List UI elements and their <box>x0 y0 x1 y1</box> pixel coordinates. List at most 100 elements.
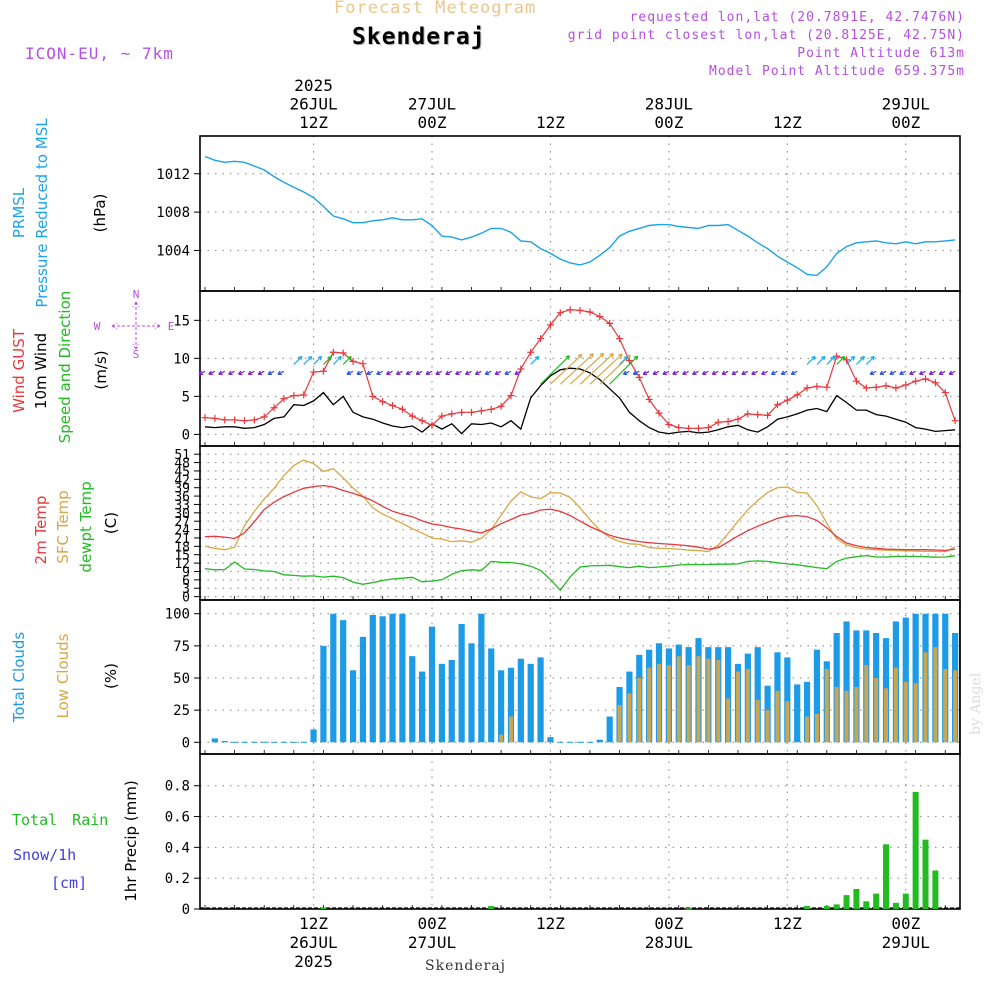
wind-direction-arrowhead <box>366 370 371 376</box>
compass-east: E <box>168 320 175 333</box>
total-clouds-bar <box>399 613 406 743</box>
compass-west: W <box>94 320 101 333</box>
wind-direction-arrowhead <box>337 355 342 361</box>
wind-gust-point <box>931 379 939 387</box>
wind-direction-arrowhead <box>474 370 480 376</box>
wind-direction-arrowhead <box>386 370 391 376</box>
wind-gust-point <box>744 410 752 418</box>
wind-direction-arrow <box>865 356 875 365</box>
wind-direction-arrowhead <box>317 355 323 361</box>
total-clouds-bar <box>912 613 919 743</box>
y-tick-label: 21 <box>174 532 190 547</box>
low-clouds-bar <box>696 656 701 743</box>
wind-gust-point <box>665 421 673 429</box>
panel-1 <box>194 135 961 292</box>
total-clouds-bar <box>389 613 396 743</box>
wind-gust-point <box>507 392 515 400</box>
wind-gust-point <box>606 319 614 327</box>
wind-direction-arrowhead <box>228 370 233 376</box>
wind-gust-point <box>566 306 574 314</box>
wind-direction-arrowhead <box>504 370 509 376</box>
time-axis-label-top: 12Z <box>299 113 328 132</box>
rain-bar <box>804 905 811 909</box>
low-clouds-bar <box>637 678 642 743</box>
time-axis-label-bottom: 00Z <box>418 914 447 933</box>
wind-gust-point <box>882 382 890 390</box>
low-clouds-bar <box>706 658 711 743</box>
total-clouds-bar <box>310 729 317 743</box>
total-clouds-bar <box>488 648 495 743</box>
panel-3 <box>194 445 961 601</box>
wind-gust-point <box>349 357 357 365</box>
rain-bar <box>685 908 692 910</box>
wind-direction-arrowhead <box>534 355 540 361</box>
total-clouds-bar <box>725 647 732 743</box>
wind-gust-point <box>250 416 258 424</box>
wind-direction-arrowhead <box>297 355 303 361</box>
total-clouds-bar <box>438 663 445 743</box>
wind-direction-arrow <box>619 356 628 365</box>
time-axis-label-top: 12Z <box>536 113 565 132</box>
time-axis-label-bottom: 00Z <box>654 914 683 933</box>
y-tick-label: 15 <box>173 313 190 329</box>
total-clouds-bar <box>320 645 327 743</box>
low-clouds-bar <box>726 698 731 743</box>
rain-bar <box>843 895 850 909</box>
wind-gust-point <box>300 391 308 399</box>
wind-direction-arrowhead <box>565 355 570 360</box>
wind-direction-arrowhead <box>899 370 904 376</box>
total-clouds-bar <box>221 741 228 743</box>
precip-axis-label: 1hr Precip (mm) <box>122 780 140 901</box>
wind-direction-arrow <box>293 356 303 365</box>
y-tick-label: 0.4 <box>165 840 190 856</box>
total-clouds-bar <box>379 616 386 743</box>
low-clouds-bar <box>716 660 721 743</box>
wind-direction-arrowhead <box>609 353 614 358</box>
model-point-altitude: Model Point Altitude 659.375m <box>709 64 965 79</box>
wind-gust-point <box>783 396 791 404</box>
wind-gust-point <box>872 383 880 391</box>
wind-direction-arrowhead <box>445 370 450 376</box>
wind-gust-point <box>813 382 821 390</box>
wind-gust-point <box>319 367 327 375</box>
wind-gust-point <box>586 308 594 316</box>
total-clouds-bar <box>507 667 515 743</box>
total-rain-label: Total Rain <box>12 811 108 829</box>
y-tick-label: 5 <box>182 389 190 405</box>
low-clouds-bar <box>745 669 750 743</box>
wind-direction-arrowhead <box>751 370 756 376</box>
wind-gust-point <box>438 412 446 420</box>
y-tick-label: 27 <box>174 515 190 530</box>
total-clouds-bar <box>537 657 544 743</box>
low-clouds-bar <box>844 690 849 743</box>
wind-direction-arrowhead <box>327 355 333 361</box>
low-clouds-bar <box>923 652 928 743</box>
y-tick-label: 24 <box>174 524 190 539</box>
y-tick-label: 12 <box>174 557 190 572</box>
wind-direction-arrowhead <box>632 370 638 376</box>
y-tick-label: 50 <box>173 671 190 687</box>
wind-gust-point <box>467 408 475 416</box>
wind-direction-arrowhead <box>948 370 954 376</box>
time-axis-label-bottom: 12Z <box>299 914 328 933</box>
wind-gust-point <box>773 401 781 409</box>
wind-direction-arrow <box>846 356 855 365</box>
low-clouds-bar <box>499 734 504 743</box>
total-clouds-bar <box>478 613 485 743</box>
wind-direction-arrow <box>323 356 332 365</box>
wind-unit-label: (m/s) <box>92 350 110 389</box>
low-clouds-bar <box>657 663 662 743</box>
wind-gust-point <box>576 306 584 314</box>
time-axis-label-top: 00Z <box>654 113 683 132</box>
low-clouds-bar <box>854 687 859 743</box>
wind-gust-point <box>823 383 831 391</box>
wind-gust-point <box>616 335 624 343</box>
wind-direction-arrow <box>342 356 352 365</box>
wind-gust-point <box>714 418 722 426</box>
rain-bar <box>320 907 327 909</box>
wind-gust-point <box>764 411 772 419</box>
wind-direction-arrowhead <box>494 370 500 376</box>
wind-direction-arrowhead <box>577 353 583 359</box>
wind-direction-arrowhead <box>701 370 707 376</box>
time-axis-label-top: 00Z <box>891 113 920 132</box>
